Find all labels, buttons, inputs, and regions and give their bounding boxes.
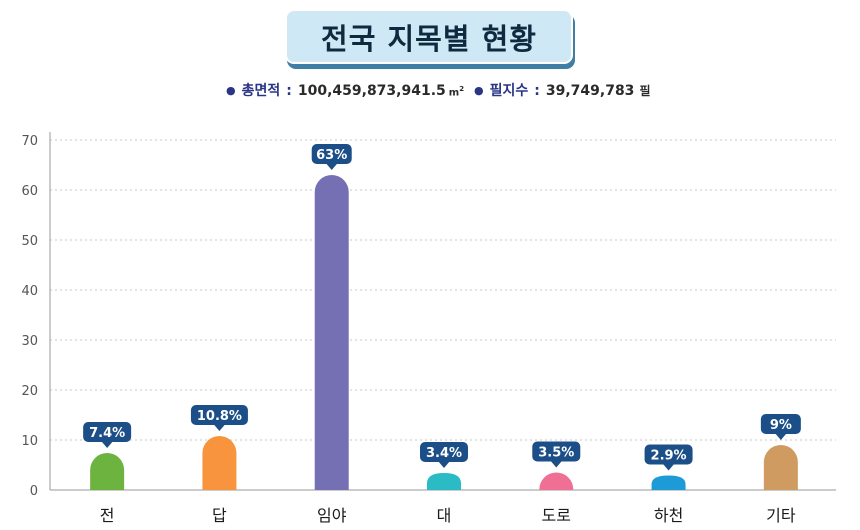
total-area-separator: :	[286, 83, 292, 99]
parcel-count-value: 39,749,783	[545, 83, 635, 99]
data-label-box	[532, 441, 581, 462]
total-area-label: 총면적	[241, 83, 281, 99]
y-tick-label: 20	[21, 384, 38, 399]
x-category-label: 대	[437, 506, 452, 525]
data-label: 3.5%	[538, 446, 574, 461]
bar	[651, 475, 686, 490]
parcel-count-unit: 필	[639, 84, 651, 98]
x-category-label: 하천	[654, 506, 683, 525]
data-label-callout: 3.4%	[420, 442, 468, 468]
y-tick-label: 0	[30, 484, 38, 499]
data-label-pointer	[774, 433, 787, 440]
data-label-pointer	[325, 163, 338, 170]
y-tick-label: 70	[21, 134, 38, 149]
data-label-pointer	[550, 460, 563, 468]
data-label-pointer	[438, 461, 450, 468]
bar	[90, 453, 125, 490]
parcel-count-label: 필지수	[489, 83, 529, 99]
x-category-label: 답	[212, 506, 227, 525]
bullet-icon: ●	[474, 84, 484, 97]
y-tick-label: 60	[21, 184, 38, 199]
y-tick-label: 30	[21, 334, 38, 349]
data-label-box	[760, 414, 801, 434]
total-area-summary: ● 총면적 : 100,459,873,941.5 m2	[226, 80, 464, 100]
data-label-box	[420, 442, 468, 462]
y-tick-label: 10	[21, 434, 38, 449]
data-label-callout: 2.9%	[644, 444, 693, 471]
chart-title: 전국 지목별 현황	[285, 9, 573, 64]
total-area-unit-sup: 2	[459, 84, 465, 93]
bar	[202, 436, 237, 490]
data-label-pointer	[662, 463, 675, 471]
data-label: 7.4%	[89, 426, 125, 441]
data-label-callout: 7.4%	[83, 422, 132, 448]
bullet-icon: ●	[226, 84, 236, 97]
bar	[539, 472, 574, 490]
bar	[314, 175, 349, 490]
parcel-count-separator: :	[534, 83, 540, 99]
x-category-label: 전	[100, 506, 115, 525]
data-label-callout: 10.8%	[190, 405, 248, 431]
total-area-unit: m2	[449, 85, 464, 98]
data-label-callout: 63%	[311, 144, 352, 170]
data-label-callout: 3.5%	[532, 441, 581, 468]
data-label-box	[311, 144, 352, 164]
data-label-callout: 9%	[760, 414, 801, 440]
data-label: 3.4%	[426, 446, 462, 461]
x-category-label: 임야	[317, 506, 347, 525]
x-category-label: 기타	[766, 506, 796, 525]
data-label-box	[83, 422, 132, 442]
parcel-count-summary: ● 필지수 : 39,749,783 필	[474, 80, 650, 100]
y-tick-label: 40	[21, 284, 38, 299]
y-tick-label: 50	[21, 234, 38, 249]
data-label: 2.9%	[651, 449, 687, 464]
data-label: 9%	[770, 418, 792, 433]
data-label-box	[190, 405, 248, 425]
title-banner: 전국 지목별 현황	[285, 9, 575, 69]
data-label-pointer	[213, 424, 226, 431]
x-category-label: 도로	[542, 506, 571, 525]
data-label-pointer	[101, 441, 114, 448]
data-label-box	[644, 444, 693, 465]
data-label: 10.8%	[197, 409, 242, 424]
total-area-value: 100,459,873,941.5	[297, 83, 446, 99]
bar	[427, 473, 461, 490]
total-area-unit-text: m	[448, 87, 460, 98]
summary-bar: ● 총면적 : 100,459,873,941.5 m2 ● 필지수 : 39,…	[0, 80, 860, 104]
data-label: 63%	[316, 148, 347, 163]
bar	[763, 445, 798, 490]
